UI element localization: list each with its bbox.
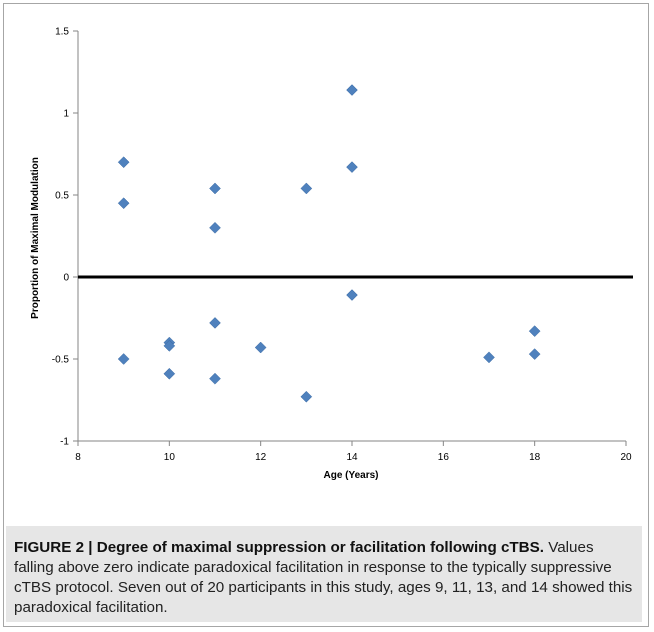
y-tick-label: 1.5 <box>55 27 69 38</box>
data-point <box>254 341 267 354</box>
data-point <box>300 182 313 195</box>
x-tick-label: 12 <box>255 452 267 463</box>
data-point <box>209 182 221 195</box>
data-point <box>528 325 541 337</box>
data-point <box>209 221 221 234</box>
data-point <box>300 390 313 403</box>
x-tick-label: 14 <box>346 452 358 463</box>
x-tick-label: 20 <box>620 452 632 463</box>
chart-axes <box>77 31 633 442</box>
caption-box <box>6 526 642 622</box>
y-tick-label: 0.5 <box>55 191 69 202</box>
data-point <box>346 161 358 173</box>
data-point <box>528 348 541 360</box>
x-tick-label: 8 <box>75 452 81 463</box>
caption-label: FIGURE 2 | Degree of maximal suppression… <box>14 539 544 556</box>
data-point <box>483 351 495 364</box>
caption-body: Values falling above zero indicate parad… <box>14 539 633 616</box>
scatter-chart: -1-0.500.511.58 10 12 14 16 18 20 Age (Years) … <box>30 27 633 481</box>
y-tick-label: 0 <box>63 273 69 284</box>
x-axis-label: Age (Years) <box>323 470 378 481</box>
chart-points <box>117 84 541 403</box>
data-point <box>117 353 130 365</box>
data-point <box>163 340 176 352</box>
data-point <box>346 289 358 301</box>
y-axis-label: Proportion of Maximal Modulation <box>30 157 41 319</box>
x-tick-label: 10 <box>164 452 176 463</box>
y-tick-label: -0.5 <box>52 355 70 366</box>
y-tick-label: -1 <box>60 437 69 448</box>
data-point <box>209 372 221 385</box>
chart-ticks: -1 -0.5 0 0.5 1 1.5 8 10 12 14 16 18 20 <box>52 27 632 464</box>
figure-caption: FIGURE 2 | Degree of maximal suppression… <box>14 538 634 618</box>
figure-frame <box>3 3 649 627</box>
data-point <box>117 197 130 210</box>
x-tick-label: 16 <box>438 452 450 463</box>
data-point <box>209 317 221 329</box>
data-point <box>163 367 176 380</box>
x-tick-label: 18 <box>529 452 541 463</box>
y-tick-label: 1 <box>63 109 69 120</box>
data-point <box>117 156 130 169</box>
data-point <box>346 84 358 96</box>
